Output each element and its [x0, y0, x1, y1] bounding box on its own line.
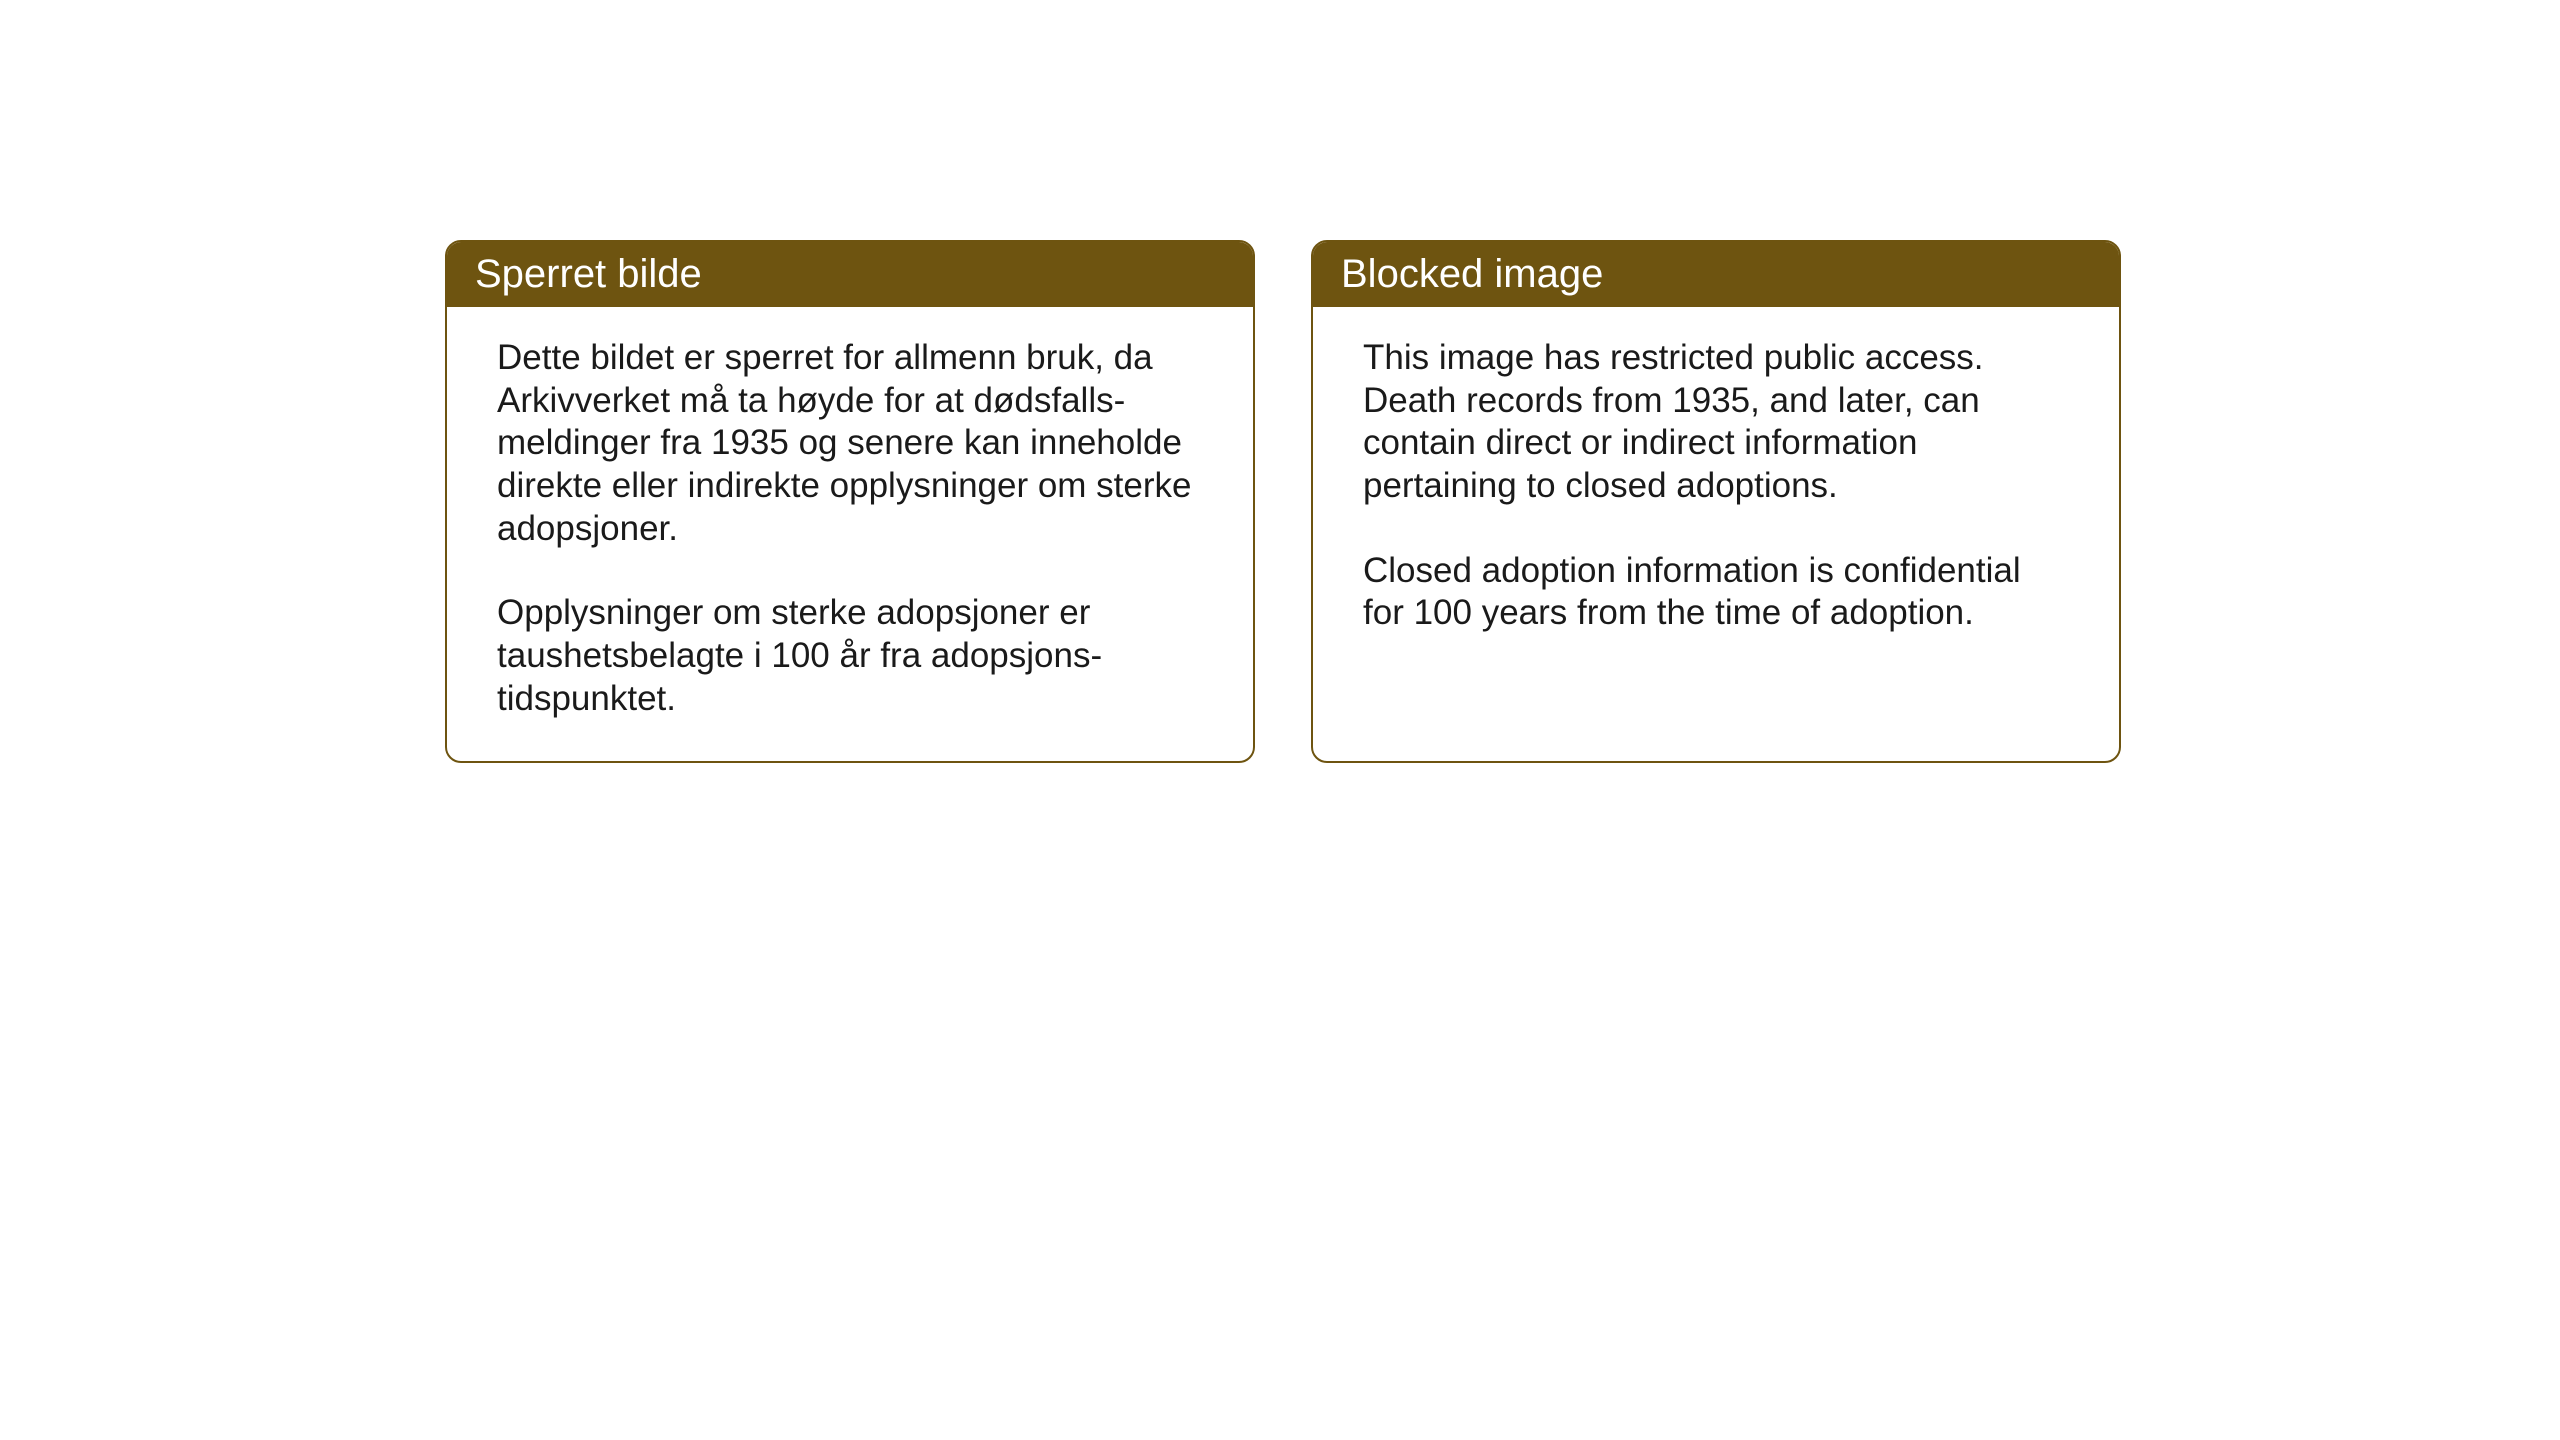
notice-card-english: Blocked image This image has restricted … [1311, 240, 2121, 763]
notice-card-norwegian: Sperret bilde Dette bildet er sperret fo… [445, 240, 1255, 763]
card-title-norwegian: Sperret bilde [475, 252, 702, 296]
card-body-english: This image has restricted public access.… [1313, 307, 2119, 747]
card-header-english: Blocked image [1313, 242, 2119, 307]
card-paragraph-norwegian-2: Opplysninger om sterke adopsjoner er tau… [497, 592, 1203, 720]
card-header-norwegian: Sperret bilde [447, 242, 1253, 307]
notice-container: Sperret bilde Dette bildet er sperret fo… [445, 240, 2121, 763]
card-paragraph-norwegian-1: Dette bildet er sperret for allmenn bruk… [497, 337, 1203, 550]
card-paragraph-english-2: Closed adoption information is confident… [1363, 550, 2069, 635]
card-body-norwegian: Dette bildet er sperret for allmenn bruk… [447, 307, 1253, 761]
card-title-english: Blocked image [1341, 252, 1603, 296]
card-paragraph-english-1: This image has restricted public access.… [1363, 337, 2069, 508]
